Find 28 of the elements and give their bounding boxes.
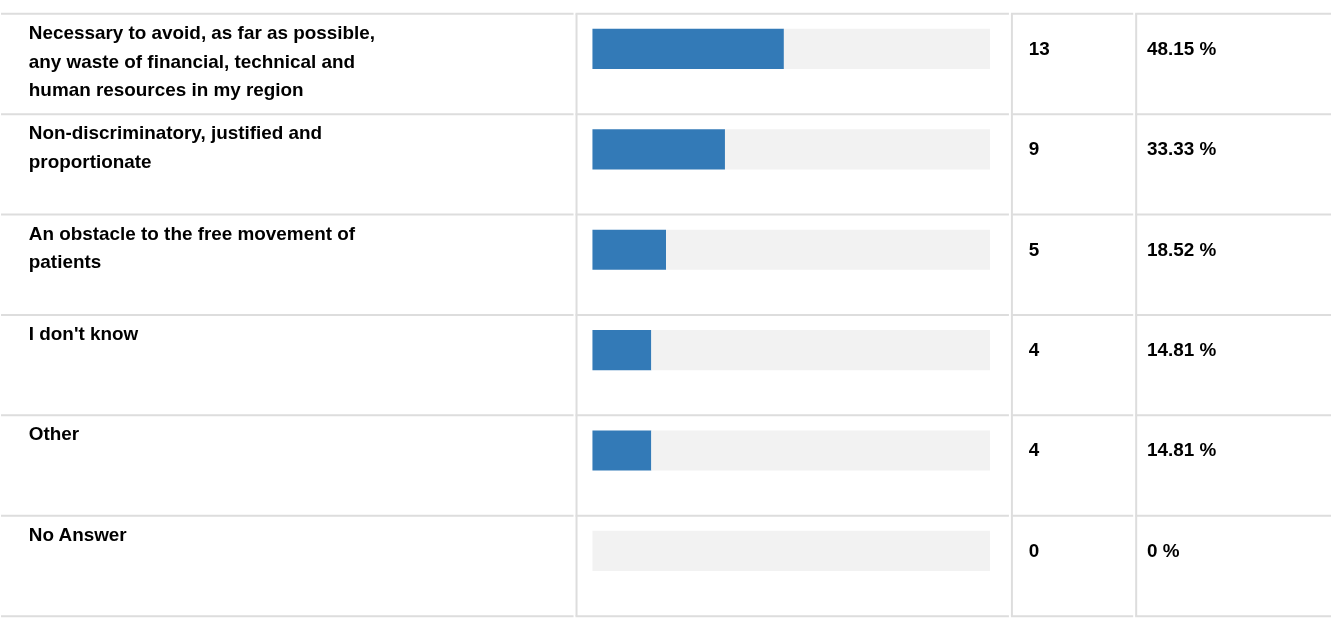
bar — [592, 229, 667, 270]
text: 0 % — [1147, 539, 1180, 561]
y-tick-label: Other — [28, 423, 80, 445]
y-tick-label: An obstacle to the free movement of patients — [28, 222, 356, 273]
text: 14.81 % — [1147, 439, 1217, 461]
text: 13 — [1028, 37, 1050, 59]
text: 33.33 % — [1147, 138, 1217, 160]
bar — [592, 129, 725, 170]
text: 14.81 % — [1147, 339, 1217, 361]
y-tick-label: Non-discriminatory, justified and proportionate — [28, 122, 323, 172]
text: 4 — [1028, 339, 1040, 361]
bar — [666, 229, 991, 270]
text: 0 — [1028, 539, 1040, 561]
y-tick-label: Necessary to avoid, as far as possible, any waste of financial, technical and human resources in my region — [28, 21, 376, 101]
text: 4 — [1028, 439, 1040, 461]
bar — [592, 330, 652, 371]
bar — [592, 28, 784, 69]
text: 5 — [1028, 238, 1040, 260]
bar — [651, 330, 991, 371]
bar — [651, 430, 991, 471]
y-tick-label: No Answer — [28, 523, 128, 545]
text: 9 — [1028, 138, 1040, 160]
bar — [783, 28, 991, 69]
y-tick-label: I don't know — [28, 322, 139, 344]
text: 18.52 % — [1147, 238, 1217, 260]
text: 48.15 % — [1147, 37, 1217, 59]
bar — [592, 430, 652, 471]
bar — [724, 129, 991, 170]
